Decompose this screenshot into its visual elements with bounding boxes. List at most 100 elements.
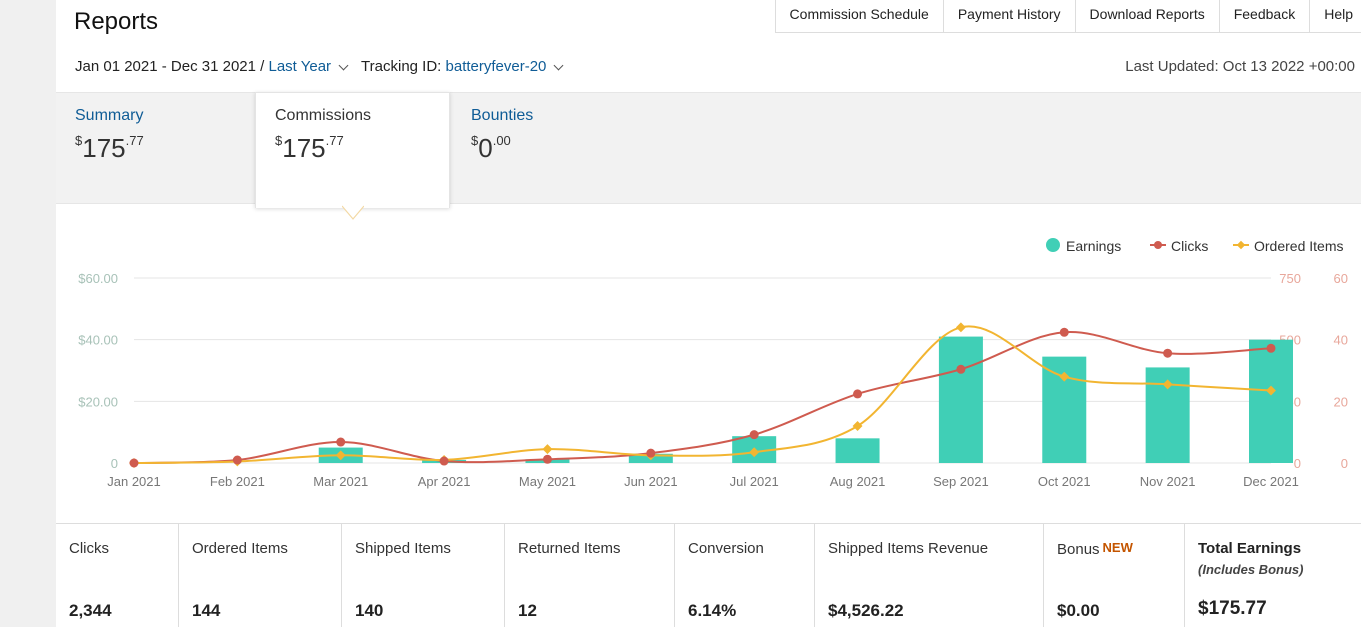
nav-help[interactable]: Help	[1324, 6, 1353, 22]
tab-bounties[interactable]: Bounties $0.00	[452, 93, 652, 203]
stat-label: Returned Items	[518, 540, 621, 557]
stat-label: Bonus NEW	[1057, 540, 1133, 558]
tracking-id-dropdown[interactable]: batteryfever-20	[445, 58, 547, 75]
clicks-point	[956, 364, 966, 374]
tab-summary-label: Summary	[75, 107, 144, 124]
stat-total-earnings: Total Earnings (Includes Bonus) $175.77	[1185, 524, 1361, 627]
stat-bonus: Bonus NEW $0.00	[1044, 524, 1185, 627]
earnings-bar	[835, 438, 880, 463]
y-tick-label-items: 40	[1334, 333, 1348, 348]
tab-commissions[interactable]: Commissions $175.77	[255, 92, 450, 208]
clicks-point	[1059, 327, 1069, 337]
legend-items-label: Ordered Items	[1254, 238, 1343, 254]
y-tick-label-items: 0	[1341, 456, 1348, 471]
clicks-line	[133, 331, 1272, 464]
clicks-point	[542, 454, 552, 464]
stat-clicks: Clicks 2,344	[56, 524, 179, 627]
y-tick-label-left: $60.00	[78, 271, 118, 286]
tab-bounties-value: $0.00	[471, 133, 511, 163]
ordered-items-point	[852, 421, 863, 431]
stat-conversion: Conversion 6.14%	[675, 524, 815, 627]
date-preset-dropdown[interactable]: Last Year	[268, 58, 332, 75]
legend-earnings-icon	[1046, 238, 1060, 252]
x-tick-label: Jan 2021	[107, 474, 161, 489]
ordered-items-point	[1059, 371, 1070, 382]
stat-value: $175.77	[1198, 598, 1267, 619]
x-tick-label: Aug 2021	[830, 474, 886, 489]
ordered-items-point	[1266, 385, 1276, 396]
x-tick-label: Jul 2021	[730, 474, 779, 489]
stat-value: 12	[518, 601, 537, 620]
y-tick-label-clicks: 750	[1279, 271, 1301, 286]
filter-row: Jan 01 2021 - Dec 31 2021 / Last Year Tr…	[75, 58, 576, 75]
stat-value: 6.14%	[688, 601, 737, 620]
ordered-items-point	[1162, 379, 1173, 390]
ordered-items-point	[335, 450, 346, 461]
stat-value: $4,526.22	[828, 601, 904, 620]
clicks-point	[853, 389, 863, 399]
stat-label: Conversion	[688, 540, 764, 557]
chevron-down-icon[interactable]	[553, 60, 564, 70]
stats-bar: Clicks 2,344 Ordered Items 144 Shipped I…	[56, 523, 1361, 627]
stat-shipped-items: Shipped Items 140	[342, 524, 505, 627]
stat-label: Shipped Items Revenue	[828, 540, 989, 557]
new-badge: NEW	[1102, 540, 1133, 555]
stat-label: Ordered Items	[192, 540, 288, 557]
last-updated-text: Last Updated: Oct 13 2022 +00:00	[1125, 58, 1355, 75]
date-range-text: Jan 01 2021 - Dec 31 2021 /	[75, 58, 265, 75]
chevron-down-icon[interactable]	[338, 60, 349, 70]
earnings-bar	[938, 336, 983, 463]
legend-clicks-label: Clicks	[1171, 238, 1208, 254]
y-tick-label-items: 60	[1334, 271, 1348, 286]
x-tick-label: Feb 2021	[210, 474, 265, 489]
x-tick-label: May 2021	[519, 474, 576, 489]
x-tick-label: Nov 2021	[1140, 474, 1196, 489]
tab-commissions-label: Commissions	[275, 107, 372, 124]
left-gutter	[0, 0, 56, 627]
ordered-items-point	[542, 444, 553, 455]
chart-svg: $60.0075060$40.0050040$20.0025020000Jan …	[78, 238, 1348, 489]
ordered-items-point	[749, 447, 760, 458]
page-title: Reports	[74, 8, 159, 35]
y-tick-label-clicks: 0	[1294, 456, 1301, 471]
top-nav: Commission Schedule Payment History Down…	[774, 0, 1361, 33]
y-tick-label-left: $40.00	[78, 333, 118, 348]
reports-page: Reports Commission Schedule Payment Hist…	[56, 0, 1361, 627]
tab-bounties-label: Bounties	[471, 107, 534, 124]
y-tick-label-left: $20.00	[78, 394, 118, 409]
nav-download-reports[interactable]: Download Reports	[1076, 0, 1220, 32]
report-tabs: Summary $175.77 Commissions $175.77 Boun…	[56, 92, 1361, 208]
tab-summary-value: $175.77	[75, 133, 144, 163]
stat-ordered-items: Ordered Items 144	[179, 524, 342, 627]
active-tab-caret-icon	[342, 205, 364, 220]
nav-payment-history[interactable]: Payment History	[944, 0, 1076, 32]
clicks-point	[749, 430, 759, 440]
legend-clicks-icon	[1154, 241, 1162, 249]
clicks-point	[232, 455, 242, 465]
tab-summary[interactable]: Summary $175.77	[56, 93, 255, 203]
stat-shipped-items-revenue: Shipped Items Revenue $4,526.22	[815, 524, 1044, 627]
stat-label: Shipped Items	[355, 540, 451, 557]
legend-items-icon	[1236, 240, 1246, 250]
ordered-items-line	[133, 325, 1272, 464]
x-tick-label: Oct 2021	[1038, 474, 1091, 489]
clicks-point	[336, 437, 346, 447]
y-tick-label-items: 20	[1334, 394, 1348, 409]
tab-commissions-value: $175.77	[275, 133, 344, 163]
legend-earnings-label: Earnings	[1066, 238, 1121, 254]
stat-value: 140	[355, 601, 384, 620]
stat-sublabel: (Includes Bonus)	[1198, 562, 1304, 577]
ordered-items-point	[955, 322, 966, 333]
stat-returned-items: Returned Items 12	[505, 524, 675, 627]
nav-commission-schedule[interactable]: Commission Schedule	[776, 0, 944, 32]
tracking-label: Tracking ID:	[361, 58, 442, 75]
x-tick-label: Jun 2021	[624, 474, 678, 489]
nav-feedback[interactable]: Feedback	[1220, 0, 1311, 32]
clicks-point	[439, 456, 449, 466]
stat-label: Total Earnings	[1198, 540, 1302, 557]
earnings-bar	[1249, 339, 1293, 463]
x-tick-label: Sep 2021	[933, 474, 989, 489]
x-tick-label: Mar 2021	[313, 474, 368, 489]
clicks-point	[129, 458, 139, 468]
clicks-point	[1266, 343, 1276, 353]
